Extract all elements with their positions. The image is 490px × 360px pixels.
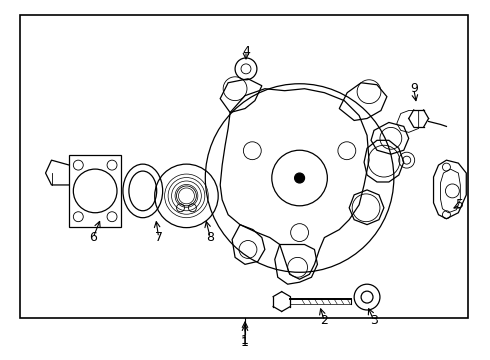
Bar	[20, 15, 468, 318]
Text: 2: 2	[320, 314, 328, 327]
Text: 1: 1	[241, 334, 249, 347]
Text: 7: 7	[155, 231, 163, 244]
Text: 8: 8	[206, 231, 214, 244]
Circle shape	[294, 173, 305, 183]
Text: 9: 9	[410, 82, 417, 95]
Text: 1: 1	[241, 336, 249, 349]
Text: 6: 6	[89, 231, 97, 244]
Text: 5: 5	[456, 198, 465, 211]
Text: 4: 4	[242, 45, 250, 58]
Text: 3: 3	[370, 314, 378, 327]
Bar	[70, 155, 121, 227]
